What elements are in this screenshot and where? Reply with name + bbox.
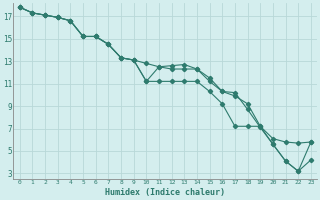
X-axis label: Humidex (Indice chaleur): Humidex (Indice chaleur) bbox=[105, 188, 225, 197]
